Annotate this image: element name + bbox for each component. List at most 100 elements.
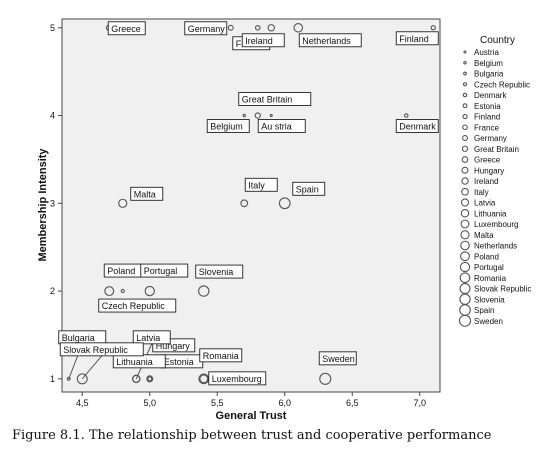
- point-label-box: [195, 264, 244, 279]
- plot-area: [61, 18, 441, 393]
- x-axis: 4,5 5,0 5,5 6,0 6,5 7,0: [76, 392, 426, 408]
- legend-item-label: Slovak Republic: [474, 285, 531, 294]
- legend-marker: [459, 304, 471, 316]
- legend-item-label: Lithuania: [474, 209, 507, 218]
- point-label: Germany: [188, 24, 226, 34]
- point-label: Bulgaria: [62, 333, 95, 343]
- point-label-box: [107, 21, 146, 36]
- legend-marker: [459, 261, 471, 273]
- point-label: Poland: [107, 266, 135, 276]
- data-point: [403, 113, 409, 118]
- point-label-box: [208, 371, 267, 386]
- legend-item-label: Latvia: [474, 199, 496, 208]
- legend-item-label: Czech Republic: [474, 80, 530, 89]
- x-tick-label: 5,0: [143, 398, 156, 408]
- x-tick-label: 6,5: [346, 398, 359, 408]
- legend-item-label: France: [474, 123, 499, 132]
- legend-title: Country: [480, 35, 515, 46]
- point-label-box: [132, 330, 171, 345]
- point-label-box: [318, 351, 357, 366]
- data-point: [293, 22, 304, 33]
- data-point: [278, 197, 291, 210]
- point-label-box: [238, 92, 312, 106]
- y-tick-label: 3: [50, 198, 55, 208]
- legend-marker: [461, 187, 469, 196]
- point-label-box: [257, 119, 306, 133]
- point-label: Belgium: [210, 122, 243, 132]
- legend-item-label: Spain: [474, 306, 494, 315]
- point-label-box: [59, 342, 144, 357]
- data-point: [66, 376, 71, 381]
- legend-marker: [460, 198, 470, 207]
- x-axis-title: General Trust: [216, 410, 287, 422]
- legend-marker: [460, 240, 470, 251]
- x-tick-label: 7,0: [413, 398, 426, 408]
- point-label-box: [130, 186, 164, 201]
- point-label: Italy: [248, 180, 265, 190]
- legend-marker: [463, 71, 467, 76]
- data-point: [146, 375, 154, 383]
- legend-item-label: Austria: [474, 48, 499, 57]
- point-label: Sweden: [322, 354, 355, 364]
- data-point: [198, 285, 210, 297]
- point-label: Great Britain: [242, 95, 293, 105]
- point-label: Estonia: [164, 357, 194, 367]
- point-label-box: [298, 33, 362, 48]
- legend-marker: [458, 314, 472, 327]
- legend-marker: [462, 82, 468, 87]
- point-label: Latvia: [136, 333, 160, 343]
- point-label-box: [395, 31, 439, 46]
- scatter-chart: 4,5 5,0 5,5 6,0 6,5 7,0 1 2 3 4 5 Au stria Belgium…: [37, 18, 531, 422]
- y-tick-label: 2: [50, 286, 55, 296]
- x-tick-label: 5,5: [211, 398, 224, 408]
- legend-marker: [460, 251, 470, 262]
- legend-item-label: Luxembourg: [474, 220, 518, 229]
- y-axis-title: Membership Intensity: [37, 148, 49, 262]
- legend-marker: [460, 209, 470, 218]
- point-labels: Au stria Belgium Bulgaria Czech Republic Den…: [58, 21, 439, 386]
- data-point: [76, 373, 88, 385]
- legend-item-label: Bulgaria: [474, 70, 504, 79]
- data-point: [242, 113, 246, 118]
- data-point: [254, 24, 261, 31]
- point-label: Portugal: [144, 266, 178, 276]
- legend-marker: [459, 282, 471, 295]
- legend-marker: [462, 103, 468, 109]
- data-point: [319, 372, 332, 385]
- legend-marker: [462, 113, 468, 120]
- data-point: [430, 25, 436, 31]
- point-label: Ireland: [245, 36, 273, 46]
- point-label: Luxembourg: [212, 374, 262, 384]
- x-tick-label: 4,5: [76, 398, 89, 408]
- legend-marker: [459, 293, 471, 305]
- legend-item-label: Hungary: [474, 166, 504, 175]
- legend-item-label: Germany: [474, 134, 507, 143]
- data-point: [118, 198, 128, 208]
- legend-marker: [461, 177, 469, 185]
- point-label: Slovak Republic: [63, 345, 128, 355]
- y-tick-label: 5: [50, 23, 55, 33]
- point-label: Romania: [203, 351, 239, 361]
- point-label: Netherlands: [302, 36, 351, 46]
- point-label-box: [395, 119, 439, 133]
- point-label: Greece: [111, 24, 141, 34]
- data-point: [240, 199, 249, 208]
- legend-item-label: Slovenia: [474, 295, 505, 304]
- point-label: Slovenia: [199, 267, 234, 277]
- legend-item-label: Sweden: [474, 317, 503, 326]
- x-tick-label: 6,0: [278, 398, 291, 408]
- point-label: Finland: [399, 34, 429, 44]
- legend-marker: [462, 92, 468, 98]
- legend-item-label: Denmark: [474, 91, 507, 100]
- point-label-box: [140, 263, 189, 278]
- point-label-box: [206, 119, 250, 133]
- legend-item-label: Great Britain: [474, 145, 519, 154]
- data-point: [199, 374, 209, 384]
- legend-item-label: Portugal: [474, 263, 504, 272]
- figure-caption: Figure 8.1. The relationship between tru…: [12, 428, 492, 443]
- y-axis: 1 2 3 4 5: [50, 23, 62, 384]
- legend-item-label: Finland: [474, 113, 500, 122]
- data-point: [144, 285, 155, 297]
- point-label-box: [98, 298, 177, 313]
